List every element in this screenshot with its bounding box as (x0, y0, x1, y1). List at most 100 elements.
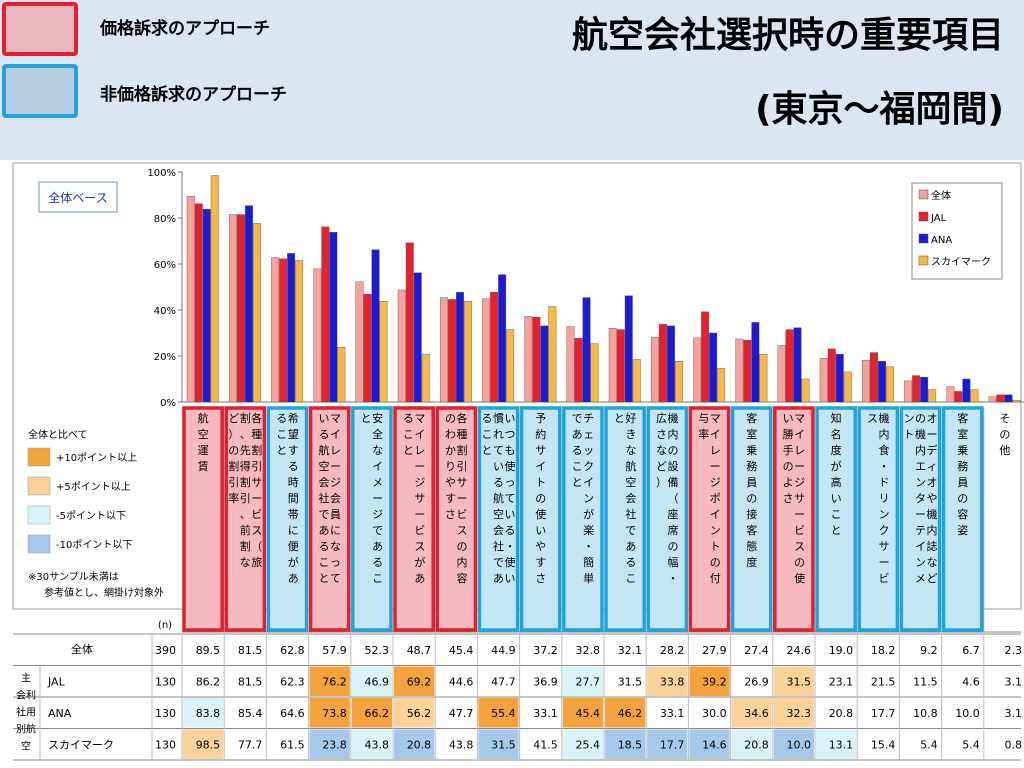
category-label-char: イ (330, 428, 341, 441)
category-label-box (815, 406, 857, 632)
table-cell-value: 47.7 (491, 676, 516, 689)
category-label-char: 社 (625, 507, 636, 521)
bar (448, 299, 456, 403)
category-label-char: 楽 (583, 524, 594, 537)
category-label-char: エ (915, 460, 926, 473)
category-label-char: ・ (668, 572, 679, 585)
bar (456, 292, 464, 403)
category-label-box (519, 406, 562, 632)
category-label-char: い (783, 412, 794, 425)
category-label-char: ジ (414, 476, 425, 489)
table-cell-value: 27.7 (576, 676, 601, 689)
table-group-label: 社用 (16, 706, 36, 719)
category-label-char: な (656, 444, 667, 457)
category-label-char: る (318, 540, 329, 553)
category-label-box (224, 406, 267, 632)
category-label-char: ど (656, 460, 667, 473)
category-label-box (604, 406, 646, 632)
category-label-char: ど (927, 572, 938, 585)
category-label-char: す (535, 556, 546, 569)
bar (210, 175, 219, 403)
table-cell-value: 52.3 (365, 644, 390, 657)
category-label-char: レ (710, 444, 721, 457)
category-label-char: ク (583, 460, 594, 473)
table-cell-value: 13.1 (829, 739, 854, 752)
bar (759, 353, 768, 403)
category-label-char: ン (710, 524, 721, 537)
category-label-char: 食 (879, 443, 890, 457)
bar (743, 339, 752, 403)
category-label-char: ・ (879, 460, 890, 473)
category-label-char: 態 (746, 539, 757, 553)
table-cell-value: 31.5 (787, 676, 812, 689)
comparison-legend-swatch (27, 534, 51, 554)
table-cell-value: 43.8 (365, 739, 390, 752)
bar (524, 316, 533, 403)
table-cell-value: 18.5 (618, 739, 643, 752)
category-label-char: イ (915, 540, 926, 553)
category-label-box (266, 406, 309, 632)
category-label-char: ビ (414, 524, 425, 537)
category-label-char: 与 (698, 412, 709, 425)
category-label-char: い (831, 492, 842, 505)
category-label-char: い (493, 460, 504, 473)
category-label-char: ー (794, 460, 805, 473)
table-cell-value: 45.4 (576, 707, 601, 720)
category-label-char: ー (927, 428, 938, 441)
bar (337, 347, 346, 403)
table-cell-value: 3.1 (1005, 707, 1023, 720)
category-label-char: る (493, 476, 504, 489)
category-label-char: る (276, 412, 287, 425)
bar (632, 359, 641, 403)
table-cell-value: 31.5 (491, 739, 516, 752)
bar (920, 376, 929, 403)
bar (228, 214, 237, 403)
category-label-char: 内 (457, 555, 468, 569)
category-label-char: る (318, 428, 329, 441)
category-label-char: タ (915, 492, 926, 505)
category-label-char: 度 (831, 443, 842, 457)
category-label-char: あ (288, 572, 299, 585)
category-label-char: 務 (957, 459, 968, 473)
category-label-char: り (445, 460, 456, 473)
category-label-char: る (505, 524, 516, 537)
category-label-char: の (794, 556, 805, 569)
table-group-label: 会利 (16, 689, 36, 702)
table-row-label: 全体 (71, 642, 93, 656)
category-label-char: の (228, 444, 239, 457)
bar (785, 329, 794, 403)
category-label-char: ビ (457, 508, 468, 521)
category-label-char: な (330, 540, 341, 553)
table-cell-value: 20.8 (744, 739, 769, 752)
category-label-char: る (403, 412, 414, 425)
category-label-char: と (403, 444, 414, 457)
category-label-char: 得 (240, 460, 251, 473)
bar (482, 298, 491, 403)
table-cell-value: 43.8 (449, 739, 474, 752)
category-label-char: イ (710, 428, 721, 441)
category-label-char: オ (927, 476, 938, 489)
category-label-char: こ (403, 428, 414, 441)
category-label-char: 割 (240, 539, 251, 553)
category-label-char: ポ (710, 492, 721, 505)
category-label-char: 各 (457, 411, 468, 425)
category-label-char: 手 (783, 443, 794, 457)
table-cell-value: 30.0 (702, 707, 727, 720)
series-legend-swatch (918, 233, 929, 244)
table-cell-value: 64.6 (280, 707, 305, 720)
comparison-legend-title: 全体と比べて (28, 428, 88, 441)
bar (532, 316, 541, 403)
category-label-char: 座 (668, 507, 679, 521)
table-row-label: スカイマーク (48, 739, 114, 752)
bar (827, 348, 836, 403)
category-label-char: マ (330, 412, 341, 425)
category-label-char: か (445, 444, 456, 457)
bar (912, 375, 921, 403)
category-label-char: 好 (625, 411, 636, 425)
category-label-char: 先 (240, 444, 251, 457)
category-label-char: 予 (535, 412, 546, 425)
category-label-char: い (318, 412, 329, 425)
table-cell-value: 89.5 (196, 644, 221, 657)
bar (186, 195, 195, 403)
table-cell-highlight (394, 666, 435, 696)
